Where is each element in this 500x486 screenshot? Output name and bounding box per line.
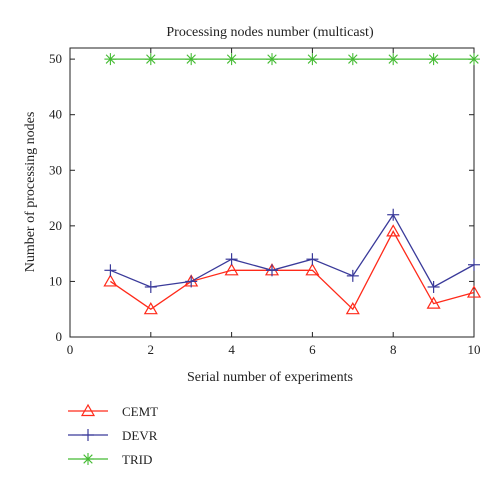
data-point-marker <box>468 258 480 271</box>
data-point-marker <box>104 264 117 277</box>
data-point-marker <box>80 403 96 417</box>
data-point-marker <box>346 53 359 66</box>
data-point-marker <box>225 53 238 66</box>
series-group <box>103 53 482 315</box>
y-tick-label: 40 <box>49 107 62 122</box>
data-point-marker <box>266 264 278 277</box>
plot-area <box>69 47 475 338</box>
y-tick-label: 10 <box>49 273 62 288</box>
legend-item-cemt: CEMT <box>68 403 158 419</box>
x-tick-label: 0 <box>67 342 74 357</box>
data-point-marker <box>306 53 319 66</box>
y-tick-label: 30 <box>49 162 62 177</box>
y-tick-label: 50 <box>49 51 62 66</box>
data-point-marker <box>104 53 117 66</box>
y-tick-label: 0 <box>56 329 63 344</box>
data-point-marker <box>143 302 158 315</box>
x-tick-label: 6 <box>309 342 316 357</box>
y-tick-label: 20 <box>49 218 62 233</box>
legend-label: CEMT <box>122 404 158 419</box>
data-point-marker <box>144 53 157 66</box>
x-tick-label: 2 <box>148 342 155 357</box>
data-point-marker <box>387 208 400 221</box>
data-point-marker <box>387 53 400 66</box>
series-line <box>110 230 475 311</box>
legend: CEMT DEVR TRID <box>68 403 158 467</box>
y-axis-label: Number of processing nodes <box>23 112 38 273</box>
data-point-marker <box>427 53 440 66</box>
data-point-marker <box>103 274 118 287</box>
data-point-marker <box>386 224 401 237</box>
series-line <box>110 213 475 288</box>
data-point-marker <box>306 253 319 266</box>
x-axis-label: Serial number of experiments <box>187 370 353 385</box>
data-point-marker <box>185 53 198 66</box>
data-point-marker <box>266 53 278 66</box>
data-point-marker <box>225 253 238 266</box>
chart-title: Processing nodes number (multicast) <box>166 25 374 40</box>
data-point-marker <box>185 275 198 288</box>
legend-item-devr: DEVR <box>68 428 158 443</box>
data-point-marker <box>427 280 440 293</box>
x-tick-label: 8 <box>390 342 397 357</box>
legend-label: TRID <box>122 452 152 467</box>
x-tick-label: 10 <box>468 342 481 357</box>
data-point-marker <box>224 263 239 276</box>
series-devr <box>104 208 480 293</box>
legend-label: DEVR <box>122 428 158 443</box>
data-point-marker <box>144 280 157 293</box>
series-trid <box>104 53 480 66</box>
data-point-marker <box>305 263 320 276</box>
data-point-marker <box>468 53 480 66</box>
x-tick-label: 4 <box>228 342 235 357</box>
axis-ticks: 0 2 4 6 8 10 0 10 20 30 40 50 <box>49 48 481 357</box>
legend-item-trid: TRID <box>68 452 152 467</box>
data-point-marker <box>82 429 94 441</box>
data-point-marker <box>346 269 359 282</box>
data-point-marker <box>82 453 94 465</box>
data-point-marker <box>345 302 360 315</box>
data-point-marker <box>466 285 482 298</box>
data-point-marker <box>426 296 441 309</box>
